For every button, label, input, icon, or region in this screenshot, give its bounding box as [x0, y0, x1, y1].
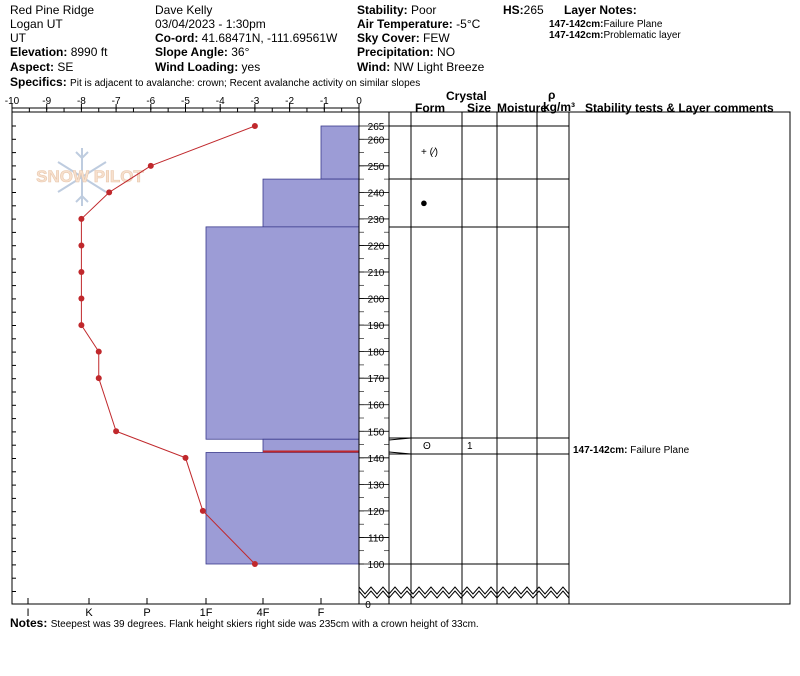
- temp-tick-label: -4: [216, 96, 225, 107]
- temperature-point-9: [95, 348, 102, 355]
- temp-tick-label: -10: [5, 96, 20, 107]
- air-temperature: Air Temperature: -5°C: [357, 17, 481, 31]
- height-tick-label: 120: [368, 507, 385, 518]
- layer-note-1: 147-142cm:Failure Plane: [549, 19, 663, 30]
- height-tick-label: 190: [368, 321, 385, 332]
- logo-text: SNOW PILOT: [36, 167, 144, 186]
- state: UT: [10, 31, 26, 45]
- row2-form-rounded-grains-icon: ●: [420, 195, 428, 210]
- temperature-line: [80, 125, 256, 565]
- row-connector: [388, 437, 412, 441]
- hardness-layer-2: [262, 178, 360, 228]
- temperature-axis: -10 -9 -8 -7 -6 -5 -4 -3 -2 -1 0: [5, 96, 362, 112]
- layer-table-grid: [358, 111, 791, 605]
- snowflake-icon: [57, 148, 107, 206]
- height-tick-label: 170: [368, 374, 385, 385]
- axis-break-zigzag: [358, 590, 570, 599]
- datetime: 03/04/2023 - 1:30pm: [155, 17, 266, 31]
- temperature-point-2: [147, 162, 154, 169]
- wind-loading: Wind Loading: yes: [155, 60, 261, 74]
- height-tick-label: 100: [368, 560, 385, 571]
- temp-tick-label: -6: [146, 96, 155, 107]
- temperature-point-3: [106, 189, 113, 196]
- height-tick-label: 160: [368, 401, 385, 412]
- region: Logan UT: [10, 17, 63, 31]
- temp-tick-label: -1: [320, 96, 329, 107]
- density-rho-header: ρ: [548, 88, 556, 102]
- stability: Stability: Poor: [357, 3, 437, 17]
- hardness-layers: [205, 125, 360, 565]
- coordinates: Co-ord: 41.68471N, -111.69561W: [155, 31, 338, 45]
- height-tick-label: 0: [365, 600, 371, 611]
- height-tick-label: 130: [368, 480, 385, 491]
- height-tick-label: 200: [368, 295, 385, 306]
- specifics: Specifics: Pit is adjacent to avalanche:…: [10, 75, 421, 89]
- height-tick-label: 230: [368, 215, 385, 226]
- temp-tick-label: -9: [42, 96, 51, 107]
- snow-height: HS:265: [503, 3, 544, 17]
- height-tick-label: 150: [368, 427, 385, 438]
- temperature-point-4: [78, 215, 85, 222]
- location: Red Pine Ridge: [10, 3, 95, 17]
- row-connector: [388, 451, 412, 455]
- row4-comment: 147-142cm: Failure Plane: [573, 445, 690, 456]
- hardness-axis: I K P 1F 4F F: [12, 125, 325, 619]
- temperature-point-13: [199, 507, 206, 514]
- snowpilot-logo: SNOW PILOT: [36, 148, 145, 206]
- table-frame: [358, 111, 791, 605]
- axis-break-zigzag: [358, 586, 570, 595]
- height-tick-label: 240: [368, 188, 385, 199]
- temperature-profile: [78, 123, 258, 567]
- layer-note-2: 147-142cm:Problematic layer: [549, 30, 681, 41]
- temp-tick-label: -2: [285, 96, 294, 107]
- temperature-point-6: [78, 269, 85, 275]
- height-tick-label: 140: [368, 454, 385, 465]
- row4-form: ʘ: [423, 441, 431, 452]
- temperature-point-11: [113, 428, 120, 435]
- notes: Notes: Steepest was 39 degrees. Flank he…: [10, 616, 479, 630]
- row4-size: 1: [467, 441, 473, 452]
- sky-cover: Sky Cover: FEW: [357, 31, 450, 45]
- height-tick-label: 250: [368, 162, 385, 173]
- height-tick-label: 110: [368, 533, 384, 544]
- layer-notes-title: Layer Notes:: [564, 3, 637, 17]
- hardness-tick-label: P: [143, 607, 150, 619]
- temperature-point-12: [182, 454, 189, 461]
- elevation: Elevation: 8990 ft: [10, 45, 108, 59]
- temperature-point-7: [78, 295, 85, 302]
- hardness-tick-label: F: [318, 607, 325, 619]
- wind: Wind: NW Light Breeze: [357, 60, 485, 74]
- hardness-tick-label: K: [85, 607, 93, 619]
- height-tick-label: 265: [368, 122, 385, 133]
- temperature-point-8: [78, 322, 85, 329]
- height-tick-label: 220: [368, 241, 385, 252]
- hardness-tick-label: I: [26, 607, 29, 619]
- temperature-point-1: [251, 123, 258, 129]
- hardness-layer-5: [205, 452, 360, 565]
- hardness-tick-label: 1F: [200, 607, 213, 619]
- aspect: Aspect: SE: [10, 60, 74, 74]
- hardness-tick-label: 4F: [257, 607, 270, 619]
- temp-tick-label: -7: [112, 96, 121, 107]
- hardness-layer-1: [320, 125, 360, 180]
- temp-tick-label: -3: [250, 96, 259, 107]
- temperature-point-5: [78, 242, 85, 249]
- precipitation: Precipitation: NO: [357, 45, 456, 59]
- height-tick-label: 210: [368, 268, 385, 279]
- height-tick-label: 260: [368, 135, 385, 146]
- row1-form: + (∕): [421, 147, 438, 158]
- height-axis: 0 100 110 120 130 140 150 160 170 180 190 200 210 220…: [359, 122, 389, 611]
- temp-tick-label: -8: [77, 96, 86, 107]
- slope-angle: Slope Angle: 36°: [155, 45, 250, 59]
- height-tick-label: 180: [368, 348, 385, 359]
- observer: Dave Kelly: [155, 3, 213, 17]
- density-unit-header: kg/m³: [543, 100, 576, 114]
- temperature-point-14: [251, 561, 258, 567]
- hardness-layer-3: [205, 226, 360, 440]
- temperature-point-10: [95, 375, 102, 382]
- temp-tick-label: -5: [181, 96, 190, 107]
- crystal-header: Crystal: [446, 89, 487, 103]
- temp-tick-label: 0: [356, 96, 362, 107]
